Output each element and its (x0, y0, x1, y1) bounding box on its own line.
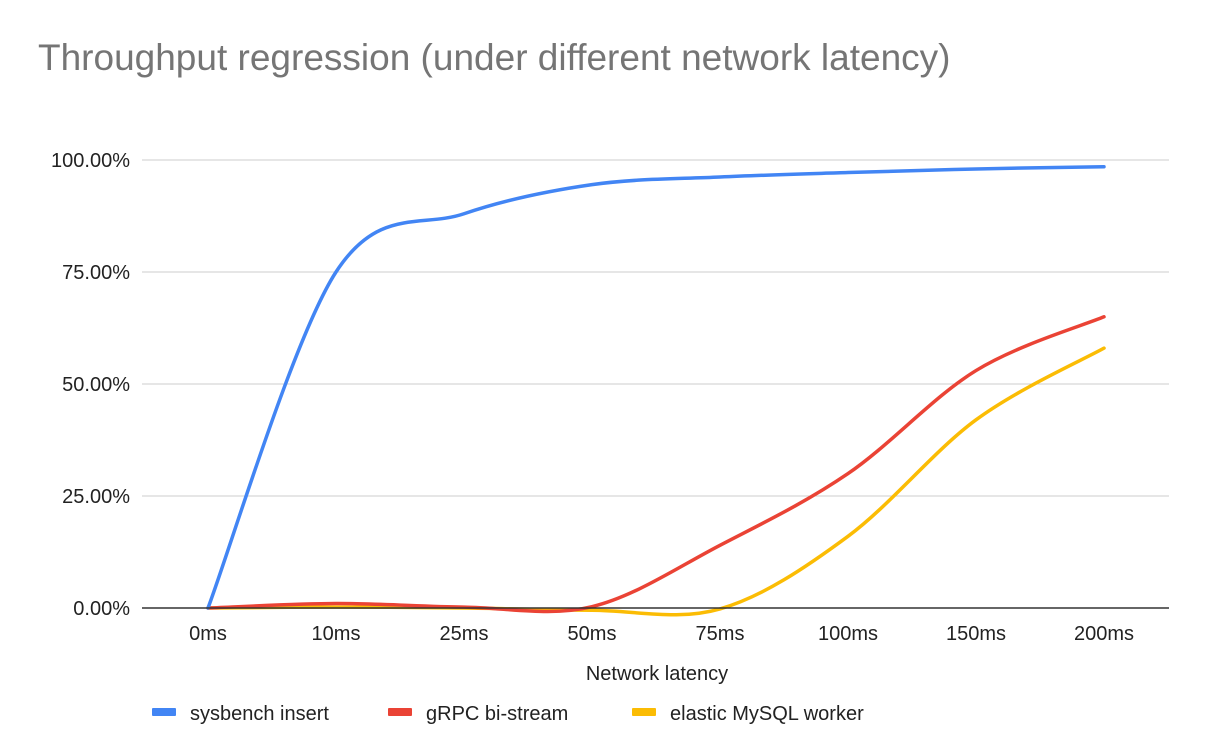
x-tick-label: 75ms (696, 623, 745, 645)
y-tick-label: 100.00% (51, 150, 130, 172)
series-line-elastic-mysql-worker (206, 346, 1106, 617)
x-tick-label: 10ms (312, 623, 361, 645)
legend-swatch-sysbench-insert (152, 708, 176, 716)
legend-swatch-grpc-bi-stream (388, 708, 412, 716)
y-axis-ticks: 0.00% 25.00% 50.00% 75.00% 100.00% (51, 150, 130, 620)
series-lines (206, 164, 1106, 617)
y-tick-label: 75.00% (62, 262, 130, 284)
x-tick-label: 100ms (818, 623, 878, 645)
gridlines (142, 159, 1169, 497)
x-tick-label: 25ms (440, 623, 489, 645)
x-tick-label: 0ms (189, 623, 227, 645)
legend: sysbench insert gRPC bi-stream elastic MyS… (152, 703, 864, 725)
series-line-sysbench-insert (206, 164, 1106, 610)
x-axis-ticks: 0ms 10ms 25ms 50ms 75ms 100ms 150ms 200ms (189, 623, 1134, 645)
x-tick-label: 150ms (946, 623, 1006, 645)
series-line-grpc-bi-stream (206, 315, 1106, 614)
x-tick-label: 200ms (1074, 623, 1134, 645)
y-tick-label: 0.00% (73, 598, 130, 620)
y-tick-label: 25.00% (62, 486, 130, 508)
legend-label-sysbench-insert: sysbench insert (190, 703, 329, 725)
legend-label-grpc-bi-stream: gRPC bi-stream (426, 703, 568, 725)
x-axis-title: Network latency (586, 663, 728, 685)
legend-swatch-elastic-mysql-worker (632, 708, 656, 716)
legend-label-elastic-mysql-worker: elastic MySQL worker (670, 703, 864, 725)
x-tick-label: 50ms (568, 623, 617, 645)
chart-title: Throughput regression (under different n… (38, 37, 950, 78)
y-tick-label: 50.00% (62, 374, 130, 396)
